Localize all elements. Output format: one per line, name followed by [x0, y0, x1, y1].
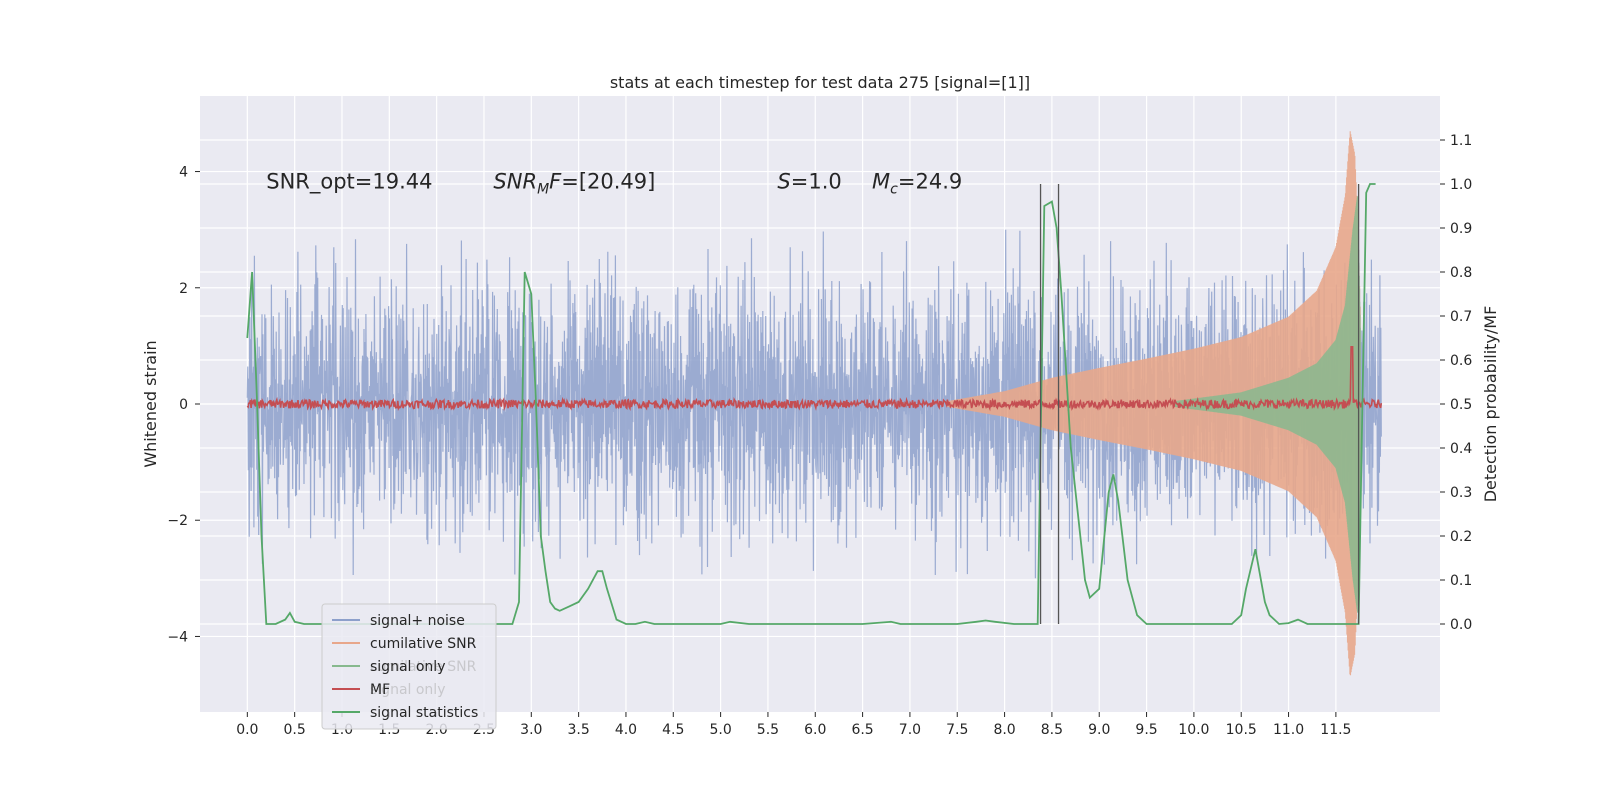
x-tick-label: 6.0: [804, 722, 826, 738]
x-tick-label: 10.5: [1226, 722, 1257, 738]
legend-box: [321, 603, 497, 730]
legend-label: signal statistics: [370, 705, 478, 721]
y-right-tick-label: 0.4: [1450, 441, 1472, 457]
legend-ghost-label: cumilative SNR: [370, 659, 477, 675]
y-right-axis-ticks: 0.0 0.1 0.2 0.3 0.4 0.5 0.6 0.7 0.8 0.9 1.0 1.1: [1440, 133, 1472, 633]
x-tick-label: 11.5: [1320, 722, 1351, 738]
series-mf: [246, 346, 1383, 412]
annotation-2: S=1.0: [777, 169, 841, 193]
legend-label: cumilative SNR: [370, 636, 477, 652]
chart-title: stats at each timestep for test data 275…: [610, 73, 1030, 92]
x-tick-label: 9.0: [1088, 722, 1110, 738]
y-axis-left-label: Whitened strain: [141, 340, 160, 467]
x-tick-label: 11.0: [1273, 722, 1304, 738]
y-right-tick-label: 0.3: [1450, 485, 1472, 501]
y-left-tick-label: −4: [167, 629, 188, 645]
y-left-tick-label: 0: [179, 397, 188, 413]
x-tick-label: 10.0: [1178, 722, 1209, 738]
annotation-3: Mc=24.9: [872, 169, 962, 197]
x-tick-label: 7.5: [946, 722, 968, 738]
x-tick-label: 3.5: [567, 722, 589, 738]
y-right-tick-label: 0.5: [1450, 397, 1472, 413]
y-right-tick-label: 1.1: [1450, 133, 1472, 149]
y-right-tick-label: 0.2: [1450, 529, 1472, 545]
y-left-tick-label: −2: [167, 513, 188, 529]
y-right-tick-label: 0.6: [1450, 353, 1472, 369]
annotation-0: SNR_opt=19.44: [266, 169, 432, 194]
y-left-tick-label: 2: [179, 281, 188, 297]
y-left-tick-label: 4: [179, 165, 188, 181]
x-tick-label: 5.0: [709, 722, 731, 738]
y-right-tick-label: 0.7: [1450, 309, 1472, 325]
y-left-axis-ticks: −4 −2 0 2 4: [167, 165, 200, 645]
y-right-tick-label: 0.1: [1450, 573, 1472, 589]
vertical-lines: [1039, 184, 1360, 624]
legend-label: signal only: [370, 659, 445, 675]
y-right-tick-label: 0.9: [1450, 221, 1472, 237]
x-tick-label: 4.0: [615, 722, 637, 738]
y-right-tick-label: 0.8: [1450, 265, 1472, 281]
x-tick-label: 8.0: [993, 722, 1015, 738]
legend-ghost-label: signal only: [370, 682, 445, 698]
x-tick-label: 0.0: [236, 722, 258, 738]
x-tick-label: 4.5: [662, 722, 684, 738]
y-axis-right-label: Detection probability/MF: [1481, 306, 1500, 503]
series-cumilative-snr: [947, 131, 1362, 676]
series-signal-noise: [246, 229, 1382, 579]
x-tick-label: 3.0: [520, 722, 542, 738]
series-layer: [246, 131, 1383, 676]
legend-label: signal+ noise: [370, 613, 465, 629]
x-tick-label: 7.0: [899, 722, 921, 738]
x-tick-label: 6.5: [851, 722, 873, 738]
annotations: SNR_opt=19.44 SNRMF=[20.49] S=1.0 Mc=24.9: [266, 169, 962, 197]
y-right-tick-label: 0.0: [1450, 617, 1472, 633]
series-signal-statistics: [246, 183, 1376, 625]
legend-label: MF: [370, 682, 390, 698]
x-tick-label: 0.5: [284, 722, 306, 738]
y-right-tick-label: 1.0: [1450, 177, 1472, 193]
x-tick-label: 5.5: [757, 722, 779, 738]
x-tick-label: 8.5: [1041, 722, 1063, 738]
annotation-1: SNRMF=[20.49]: [493, 169, 655, 197]
x-tick-label: 9.5: [1135, 722, 1157, 738]
